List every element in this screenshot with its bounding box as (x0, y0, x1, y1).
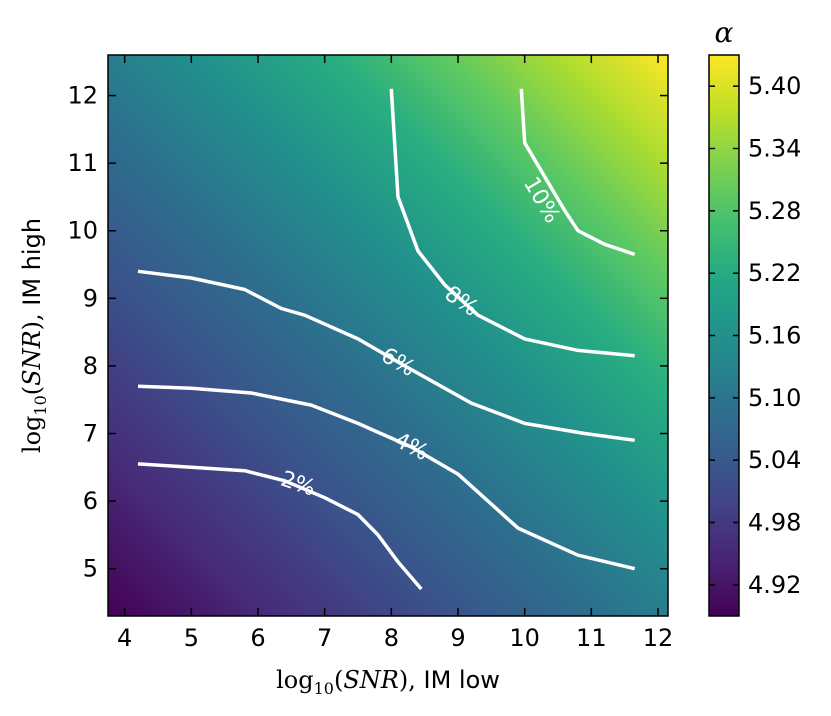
contour-line (137, 384, 636, 571)
y-tick-label: 5 (83, 555, 98, 583)
colorbar-tick-label: 5.22 (748, 259, 801, 287)
colorbar-axis: 4.92 4.98 5.04 5.10 5.16 5.22 5.28 5.34 5.40 (709, 72, 801, 599)
axes: 4 5 6 7 8 9 10 11 12 5 6 7 8 9 10 11 12 (67, 55, 673, 652)
x-tick-label: 10 (509, 624, 540, 652)
colorbar-tick-label: 5.28 (748, 197, 801, 225)
y-tick-label: 8 (83, 352, 98, 380)
y-tick-label: 6 (83, 487, 98, 515)
y-tick-label: 11 (67, 149, 98, 177)
x-tick-label: 11 (576, 624, 607, 652)
x-tick-label: 8 (384, 624, 399, 652)
x-tick-label: 9 (450, 624, 465, 652)
x-tick-label: 12 (643, 624, 674, 652)
colorbar-tick-label: 5.10 (748, 384, 801, 412)
colorbar-tick-label: 4.98 (748, 509, 801, 537)
colorbar-title: α (715, 16, 734, 49)
contour-line (389, 88, 635, 358)
x-axis-label: log10(SNR), IM low (276, 666, 500, 698)
heatmap-gradient (108, 55, 668, 616)
plot-frame (107, 54, 669, 617)
x-tick-label: 4 (117, 624, 132, 652)
contour-line (137, 462, 423, 591)
y-tick-label: 9 (83, 284, 98, 312)
colorbar-tick-label: 5.40 (748, 72, 801, 100)
x-tick-label: 6 (250, 624, 265, 652)
heatmap-field (108, 55, 668, 616)
colorbar-tick-label: 4.92 (748, 571, 801, 599)
y-tick-label: 7 (83, 420, 98, 448)
colorbar-tick-label: 5.34 (748, 135, 801, 163)
y-axis-label: log10(SNR), IM high (18, 218, 50, 453)
x-tick-label: 7 (317, 624, 332, 652)
colorbar-tick-label: 5.04 (748, 446, 801, 474)
x-tick-label: 5 (184, 624, 199, 652)
contour-line (519, 88, 636, 257)
colorbar-tick-label: 5.16 (748, 322, 801, 350)
y-tick-label: 12 (67, 82, 98, 110)
y-tick-label: 10 (67, 217, 98, 245)
contour-line (137, 269, 635, 443)
